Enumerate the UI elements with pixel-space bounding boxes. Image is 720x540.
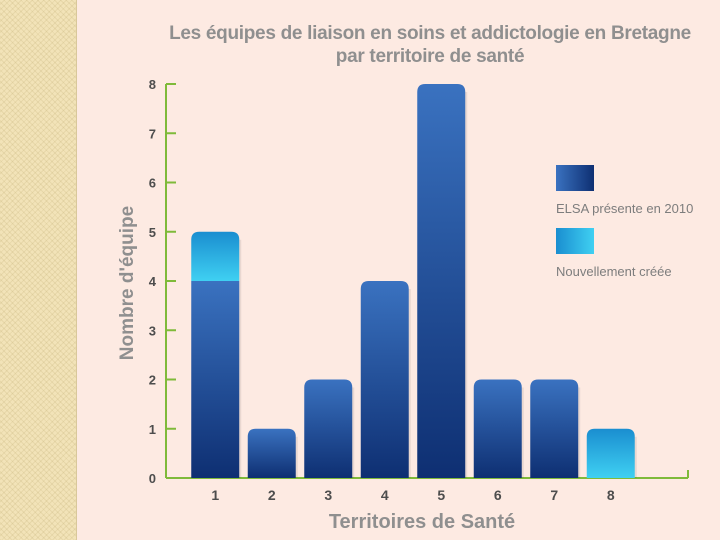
y-tick-label-3: 3 [149,323,156,338]
bar-1-shadow [239,239,242,478]
chart-title-block: Les équipes de liaison en soins et addic… [150,22,710,68]
bar-4-elsa-2010 [360,281,409,478]
chart-subtitle: par territoire de santé [335,46,525,67]
legend-group: ELSA présente en 2010 Nouvellement créée [556,165,693,279]
bar-1-elsa-2010 [191,281,240,478]
bar-7-shadow [578,387,581,478]
bar-8-nouvelle [586,428,635,478]
y-tick-label-7: 7 [149,126,156,141]
y-tick-label-0: 0 [149,471,156,486]
x-tick-label-2: 2 [268,487,276,503]
x-tick-label-8: 8 [607,487,615,503]
legend-label-2: Nouvellement créée [556,264,672,279]
bar-6-elsa-2010 [473,379,522,478]
bar-5-elsa-2010 [417,84,466,478]
y-tick-label-4: 4 [149,274,157,289]
x-tick-label-5: 5 [437,487,445,503]
bar-1-nouvelle [191,231,240,281]
y-axis-title: Nombre d'équipe [117,206,138,360]
x-tick-label-4: 4 [381,487,389,503]
y-tick-label-8: 8 [149,77,156,92]
decorative-side-strip [0,0,77,540]
bar-8-shadow [634,436,637,478]
bar-4-shadow [408,289,411,478]
x-axis-title: Territoires de Santé [329,511,515,533]
x-tick-label-7: 7 [550,487,558,503]
y-tick-label-6: 6 [149,176,156,191]
bar-2-shadow [295,436,298,478]
bar-2-elsa-2010 [247,428,296,478]
y-tick-label-2: 2 [149,373,156,388]
legend-swatch-2 [556,228,594,254]
bar-3-shadow [352,387,355,478]
bar-7-elsa-2010 [530,379,579,478]
bar-6-shadow [521,387,524,478]
x-tick-label-1: 1 [211,487,219,503]
legend-label-1: ELSA présente en 2010 [556,201,693,216]
chart-title: Les équipes de liaison en soins et addic… [169,23,691,44]
y-tick-label-1: 1 [149,422,156,437]
x-tick-label-3: 3 [324,487,332,503]
bars-group [191,84,637,478]
bar-5-shadow [465,92,468,478]
x-tick-label-6: 6 [494,487,502,503]
bar-3-elsa-2010 [304,379,353,478]
labels-group: 0 1 2 3 4 5 6 7 8 1 2 3 4 5 6 7 8 Territoires de Santé Nom… [117,77,615,533]
y-tick-label-5: 5 [149,225,156,240]
legend-swatch-1 [556,165,594,191]
